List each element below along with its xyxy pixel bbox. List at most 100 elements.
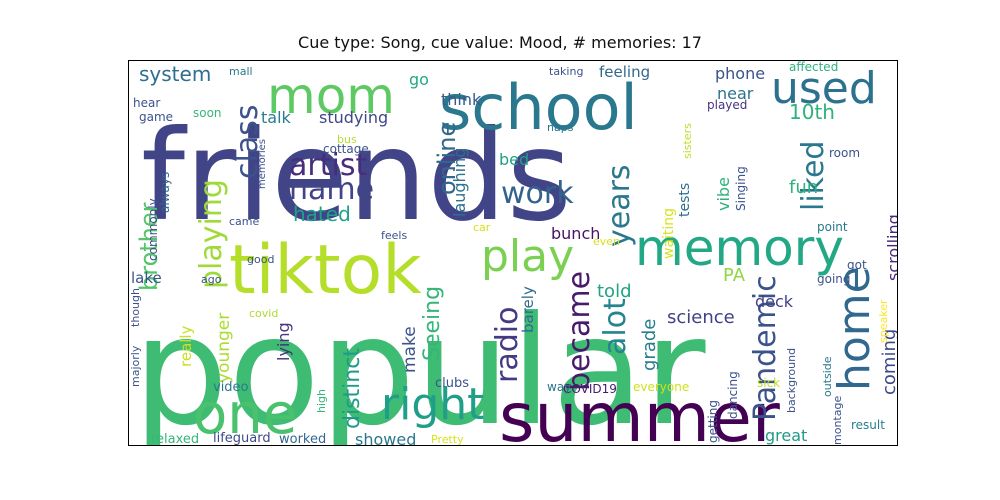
word-go: go [409,70,429,89]
word-relaxed: relaxed [151,432,199,446]
word-soon: soon [193,106,222,120]
figure-title: Cue type: Song, cue value: Mood, # memor… [298,33,702,52]
word-tiktok: tiktok [229,231,422,310]
word-laughing: laughing [450,148,469,217]
word-lying: lying [274,322,293,361]
word-came: came [229,215,260,228]
word-bus: bus [337,133,357,146]
word-good: good [247,253,274,266]
word-summer: summer [499,379,780,446]
word-got: got [847,258,867,272]
word-became: became [562,271,597,391]
word-sisters: sisters [681,123,694,159]
word-talk: talk [261,108,292,127]
word-memory: memory [635,219,844,277]
word-mall: mall [229,65,253,78]
word-bunch: bunch [551,224,600,243]
word-liked: liked [796,141,831,211]
word-point: point [817,220,848,234]
word-fun: fun [789,177,818,198]
word-affected: affected [789,61,838,74]
word-waiting: waiting [661,208,677,259]
word-make: make [400,326,420,373]
word-commonly: commonly [146,198,160,261]
word-result: result [851,418,885,432]
word-background: background [785,348,798,413]
word-popular: popular [133,285,706,446]
word-hear: hear [133,96,160,110]
word-class: class [230,105,265,179]
word-high: high [315,389,328,413]
word-friends: friends [141,104,572,249]
word-distinct: distinct [340,348,365,429]
word-told: told [597,281,632,302]
word-montage: montage [831,396,844,445]
word-covid: covid [249,307,278,320]
word-grade: grade [639,319,660,371]
word-cottage: cottage [323,142,369,156]
word-lake: lake [131,269,162,287]
word-clubs: clubs [435,376,469,391]
word-pa: PA [723,265,746,286]
word-one: one [193,382,297,446]
word-name: name [289,172,374,207]
word-video: video [213,380,249,395]
word-10th: 10th [789,100,835,124]
word-memories: memories [257,139,268,189]
word-phone: phone [715,64,765,83]
word-play: play [481,231,574,282]
word-tests: tests [677,183,693,217]
word-coming: coming [879,329,898,395]
word-room: room [829,146,860,160]
word-studying: studying [319,108,388,127]
word-vibe: vibe [714,177,733,211]
word-home: home [829,266,880,391]
word-played: played [707,98,747,112]
word-feeling: feeling [599,63,650,81]
word-think: think [441,90,482,109]
word-going: going [817,272,851,286]
word-playing: playing [194,179,229,289]
word-radio: radio [490,307,525,383]
word-everyone: everyone [633,380,689,394]
word-bed: bed [499,150,529,169]
word-way: way [547,380,571,394]
word-cloud-frame: popular friends school summer tiktok memory mo… [128,60,898,446]
word-scrolling: scrolling [884,214,898,281]
word-artist: artist [289,148,367,183]
word-used: used [771,63,877,114]
word-years: years [602,164,637,247]
word-outside: outside [821,356,834,397]
word-naps: naps [547,121,574,134]
word-sick: sick [757,376,780,390]
word-brother: brother [135,202,163,291]
word-always: always [158,172,172,213]
word-really: really [177,325,195,367]
word-pandemic: Pandemic [748,275,783,421]
word-lifeguard: lifeguard [213,431,271,446]
word-speaker: speaker [877,299,890,343]
word-barely: barely [519,286,537,333]
word-system: system [139,62,211,86]
word-even: even [593,235,620,248]
word-deck: deck [755,292,794,311]
word-great: great [765,426,807,445]
word-school: school [439,71,638,144]
word-work: work [501,176,574,211]
word-ago: ago [201,273,222,286]
word-feels: feels [381,229,407,242]
word-younger: younger [214,313,234,383]
word-pretty: Pretty [431,433,464,446]
word-getting: getting [706,400,720,443]
word-taking: taking [549,65,583,78]
word-right: right [381,379,484,430]
word-dancing: dancing [726,371,740,419]
word-worked: worked [279,432,326,446]
word-science: science [667,307,735,328]
word-near: near [717,84,754,103]
word-game: game [139,110,173,124]
word-hated: hated [293,202,351,226]
word-seeing: Seeing [420,286,445,361]
word-though: though [129,288,142,327]
